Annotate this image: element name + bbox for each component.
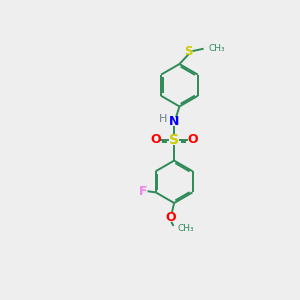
Text: O: O bbox=[187, 134, 198, 146]
Text: F: F bbox=[139, 185, 148, 198]
Text: N: N bbox=[169, 115, 179, 128]
Text: O: O bbox=[151, 134, 161, 146]
Text: O: O bbox=[165, 211, 176, 224]
Text: H: H bbox=[159, 114, 167, 124]
Text: CH₃: CH₃ bbox=[208, 44, 225, 53]
Text: S: S bbox=[184, 45, 193, 58]
Text: S: S bbox=[169, 133, 179, 147]
Text: CH₃: CH₃ bbox=[177, 224, 194, 233]
